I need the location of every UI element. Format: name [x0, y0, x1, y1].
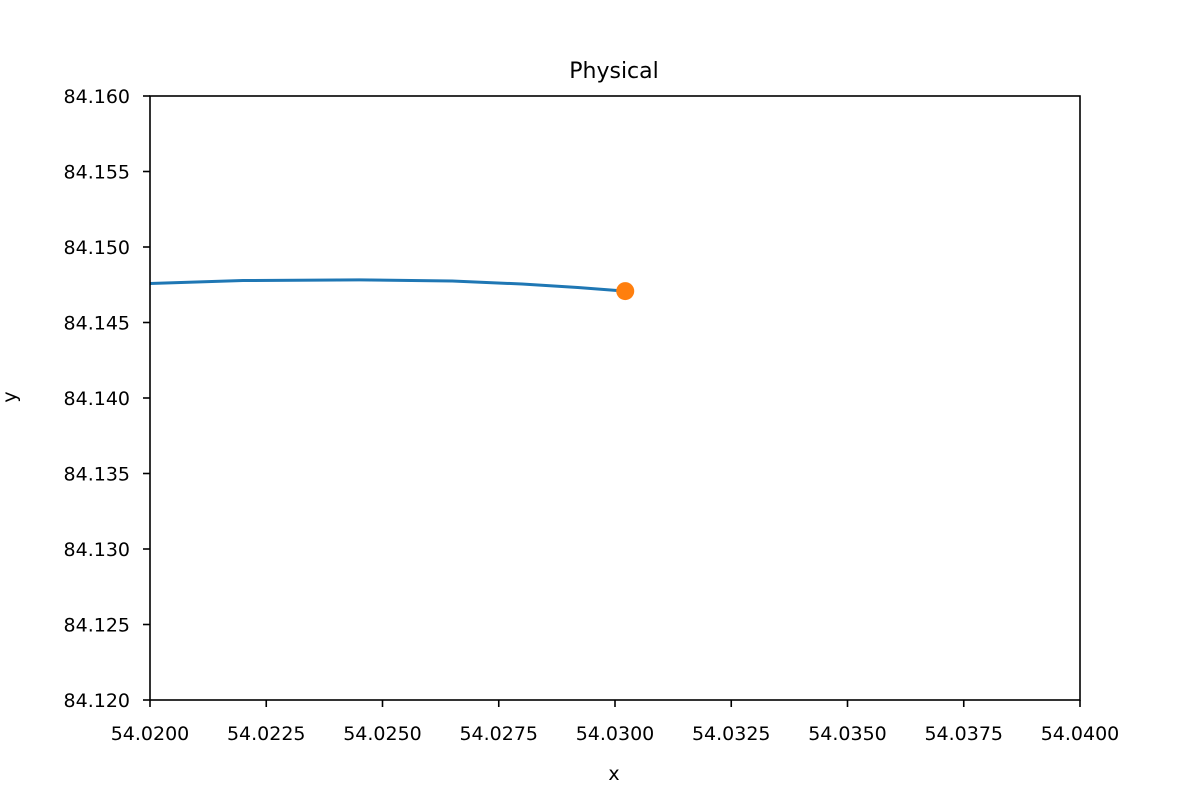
y-tick-label: 84.135 — [64, 464, 130, 486]
x-tick-label: 54.0400 — [1041, 723, 1120, 745]
y-tick-label: 84.160 — [64, 86, 130, 108]
x-tick-label: 54.0350 — [808, 723, 887, 745]
x-axis-label: x — [608, 763, 619, 785]
y-tick-label: 84.145 — [64, 313, 130, 335]
x-tick-label: 54.0200 — [111, 723, 190, 745]
end-point-marker — [616, 282, 635, 301]
y-tick-label: 84.130 — [64, 539, 130, 561]
plot-area — [149, 95, 1081, 701]
y-axis-label: y — [0, 391, 21, 402]
series-line-0 — [150, 278, 626, 293]
axis-ticks: 54.0200 54.0225 54.0250 54.0275 54.0300 54.03… — [64, 86, 1120, 745]
chart-title: Physical — [569, 59, 659, 84]
x-tick-label: 54.0225 — [227, 723, 306, 745]
x-tick-label: 54.0300 — [576, 723, 655, 745]
y-tick-label: 84.120 — [64, 690, 130, 712]
y-tick-label: 84.140 — [64, 388, 130, 410]
x-tick-label: 54.0375 — [924, 723, 1003, 745]
y-tick-label: 84.155 — [64, 162, 130, 184]
y-tick-label: 84.150 — [64, 237, 130, 259]
x-tick-label: 54.0275 — [459, 723, 538, 745]
y-tick-label: 84.125 — [64, 615, 130, 637]
x-tick-label: 54.0325 — [692, 723, 771, 745]
x-tick-label: 54.0250 — [343, 723, 422, 745]
axes-frame — [149, 95, 1081, 701]
